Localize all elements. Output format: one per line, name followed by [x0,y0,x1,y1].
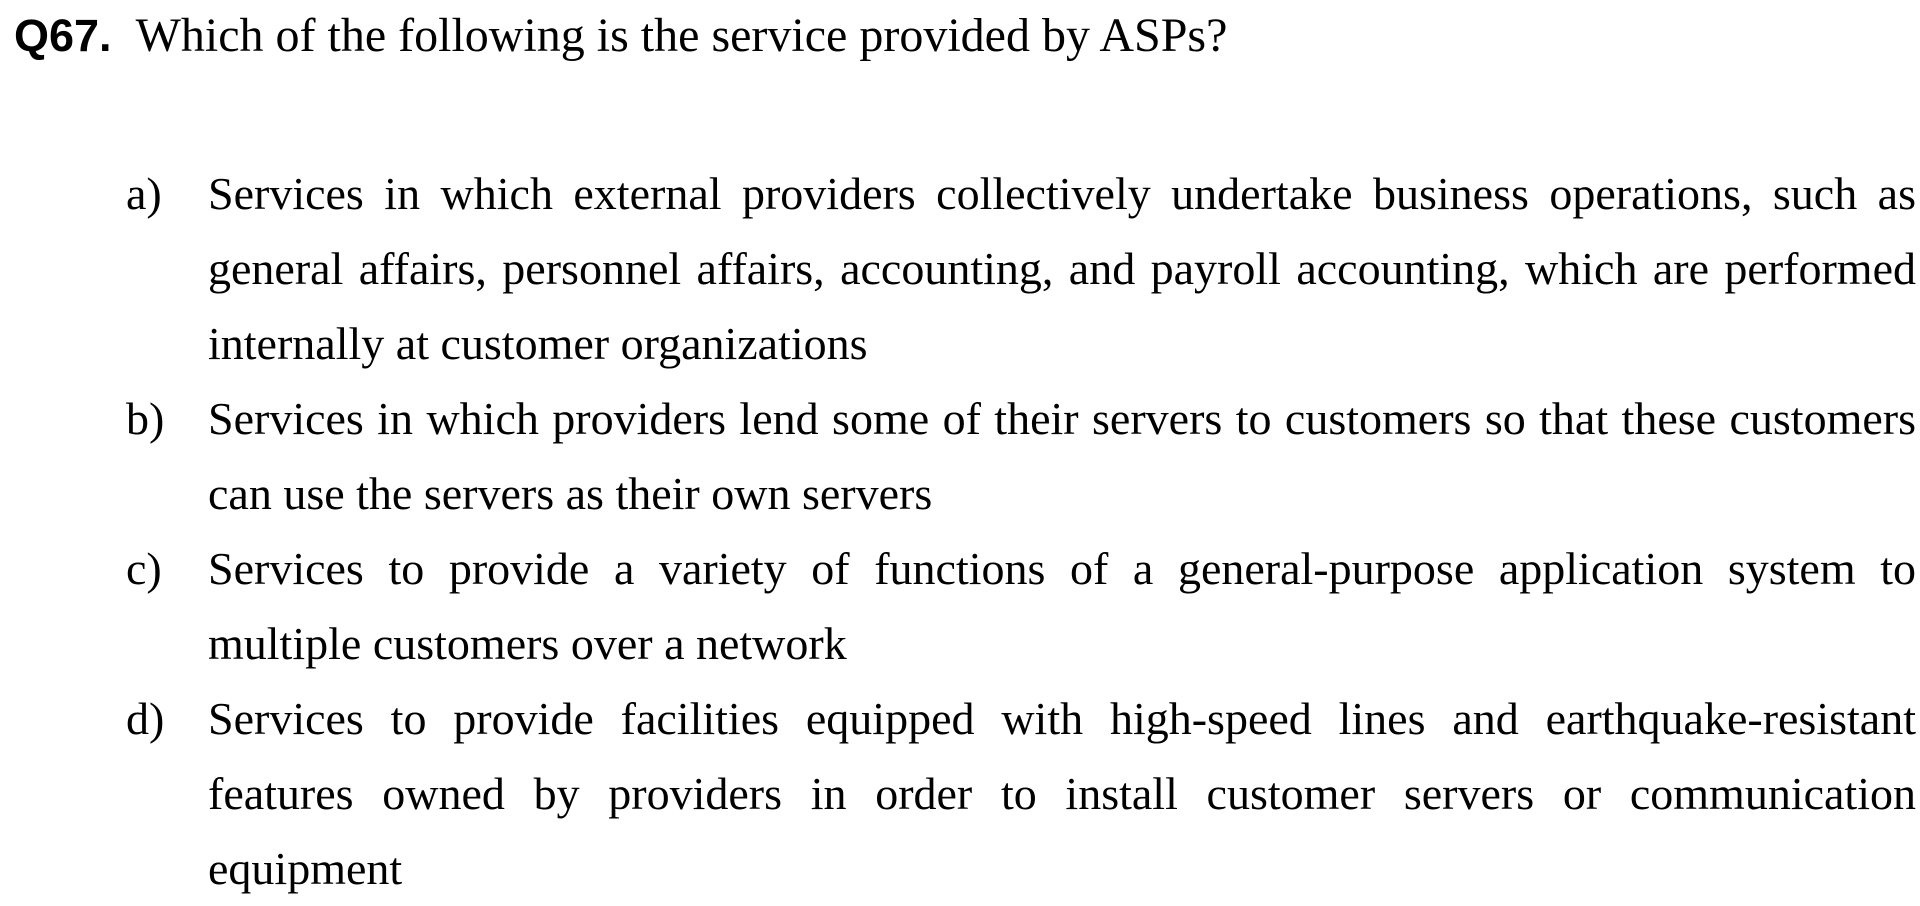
option-text: Services to provide facilities equipped … [208,693,1916,894]
option-d: d) Services to provide facilities equipp… [126,681,1916,906]
option-letter: b) [126,393,165,444]
option-text: Services to provide a variety of functio… [208,543,1916,669]
option-a: a) Services in which external providers … [126,156,1916,381]
answer-options: a) Services in which external providers … [126,156,1916,906]
option-letter: c) [126,543,162,594]
question-number: Q67. [14,10,112,61]
option-b: b) Services in which providers lend some… [126,381,1916,531]
option-text: Services in which providers lend some of… [208,393,1916,519]
question-text: Which of the following is the service pr… [135,9,1228,62]
question-heading: Q67. Which of the following is the servi… [14,6,1227,77]
option-letter: a) [126,168,162,219]
option-text: Services in which external providers col… [208,168,1916,369]
option-letter: d) [126,693,165,744]
option-c: c) Services to provide a variety of func… [126,531,1916,681]
